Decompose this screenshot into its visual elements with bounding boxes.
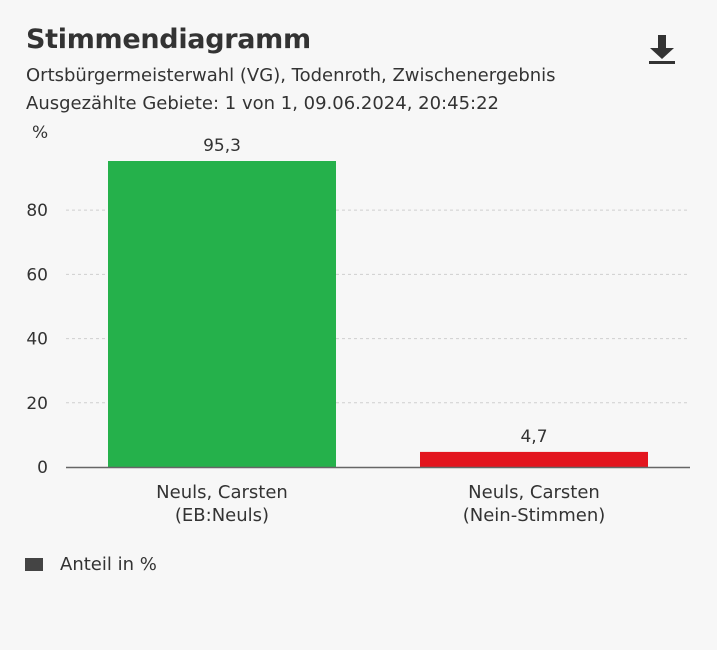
chart-subtitle: Ortsbürgermeisterwahl (VG), Todenroth, Z… bbox=[26, 62, 556, 118]
x-category-label-2-line-1: Neuls, Carsten bbox=[468, 482, 600, 503]
download-button[interactable] bbox=[646, 33, 678, 67]
chart-title: Stimmendiagramm bbox=[26, 24, 311, 55]
bar-2[interactable] bbox=[420, 451, 648, 467]
legend-label: Anteil in % bbox=[60, 554, 157, 575]
y-tick-label-0: 0 bbox=[37, 458, 48, 478]
x-category-label-2-line-2: (Nein-Stimmen) bbox=[463, 505, 606, 526]
y-tick-label-60: 60 bbox=[26, 265, 48, 285]
legend[interactable]: Anteil in % bbox=[25, 554, 157, 575]
subtitle-counted-areas: Ausgezählte Gebiete: 1 von 1, 09.06.2024… bbox=[26, 93, 499, 114]
bar-1[interactable] bbox=[108, 161, 336, 467]
bar-value-label-1: 95,3 bbox=[203, 136, 241, 156]
download-icon bbox=[649, 35, 675, 64]
y-tick-label-40: 40 bbox=[26, 330, 48, 350]
bar-value-label-2: 4,7 bbox=[520, 427, 547, 447]
x-category-label-1-line-1: Neuls, Carsten bbox=[156, 482, 288, 503]
y-tick-label-20: 20 bbox=[26, 394, 48, 414]
y-tick-label-80: 80 bbox=[26, 201, 48, 221]
subtitle-election: Ortsbürgermeisterwahl (VG), Todenroth, Z… bbox=[26, 65, 556, 86]
legend-swatch bbox=[25, 558, 43, 571]
y-axis-label: % bbox=[32, 123, 48, 143]
x-category-label-1-line-2: (EB:Neuls) bbox=[175, 505, 269, 526]
